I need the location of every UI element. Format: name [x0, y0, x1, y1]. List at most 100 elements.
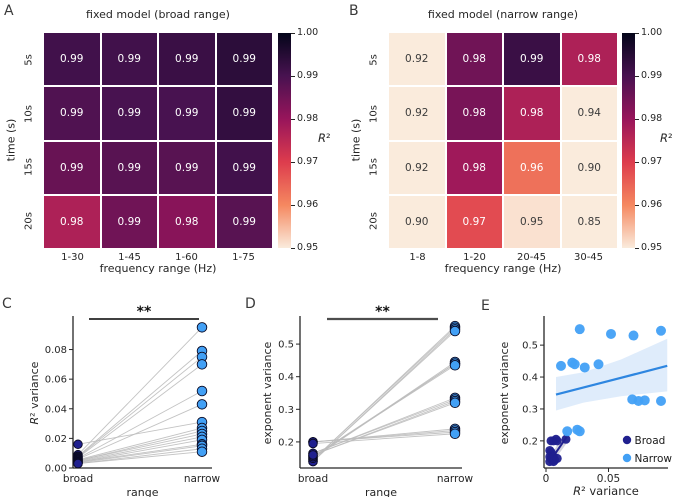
heatmap-cell: 0.92	[389, 33, 445, 86]
heatmap-cell: 0.98	[446, 87, 502, 140]
data-point-narrow	[606, 328, 616, 339]
colorbar-b	[622, 33, 635, 248]
data-point-narrow	[574, 324, 585, 335]
heatmap-cell: 0.99	[216, 141, 272, 194]
pair-line	[77, 356, 203, 458]
panel-a-xlabel: frequency range (Hz)	[99, 262, 217, 275]
legend-label-broad: Broad	[635, 435, 666, 447]
legend-dot-broad	[622, 435, 632, 445]
pair-line	[77, 439, 203, 463]
heatmap-row-label: 15s	[368, 158, 380, 177]
pair-line	[77, 445, 203, 464]
y-tick-label: 0.5	[278, 340, 294, 351]
colorbar-tick-label: 0.99	[297, 70, 319, 81]
panel-b-xlabel: frequency range (Hz)	[444, 262, 562, 275]
panel-letter-d: D	[245, 296, 256, 312]
heatmap-cell: 0.98	[561, 33, 617, 86]
pair-line	[312, 327, 456, 461]
heatmap-cell: 0.99	[216, 195, 272, 248]
pair-line	[312, 399, 456, 454]
math-r: R	[660, 131, 668, 145]
legend-label-narrow: Narrow	[635, 453, 673, 465]
y-tick-label: 0.02	[45, 434, 67, 445]
heatmap-cell: 0.98	[159, 195, 215, 248]
data-point-narrow	[196, 385, 208, 397]
heatmap-cell: 0.99	[159, 141, 215, 194]
y-tick-label: 0.2	[522, 436, 538, 447]
heatmap-cell: 0.99	[159, 87, 215, 140]
legend-dot-narrow	[622, 453, 632, 463]
heatmap-row-label: 10s	[23, 104, 35, 123]
heatmap-cell: 0.99	[216, 33, 272, 86]
data-point-narrow	[196, 446, 208, 457]
colorbar-tick-label: 0.99	[641, 70, 663, 81]
data-point-narrow	[449, 325, 461, 337]
colorbar-tick-label: 0.96	[297, 199, 319, 210]
colorbar-tick-mark	[635, 247, 639, 249]
heatmap-a: 0.99 0.99 0.99 0.99 0.99 0.99 0.99 0.99 0.99 0.99…	[44, 33, 272, 248]
colorbar-a-label: R²	[318, 131, 331, 145]
y-tick-label: 0.08	[45, 345, 67, 356]
pair-line	[312, 402, 456, 456]
math-r: R	[318, 131, 326, 145]
heatmap-row-label: 20s	[368, 212, 380, 231]
panel-letter-b: B	[349, 3, 359, 19]
y-axis-label: R² variance	[28, 361, 41, 424]
y-tick-label: 0.5	[522, 341, 538, 352]
data-point-broad	[308, 438, 318, 449]
pair-line	[77, 403, 203, 460]
colorbar-tick-mark	[291, 75, 295, 77]
panel-letter-c: C	[2, 296, 12, 312]
heatmap-cell: 0.99	[101, 87, 157, 140]
pair-line	[77, 433, 203, 462]
colorbar-tick-mark	[291, 161, 295, 163]
significance-stars: **	[137, 304, 152, 320]
x-tick-label: 0.05	[597, 473, 620, 485]
heatmap-cell: 0.99	[504, 33, 560, 86]
pair-line	[77, 451, 203, 465]
y-tick-label: 0.4	[522, 373, 538, 384]
heatmap-cell: 0.96	[504, 141, 560, 194]
heatmap-cell: 0.99	[44, 87, 100, 140]
y-tick-label: 0.4	[278, 372, 294, 383]
colorbar-tick-label: 0.95	[297, 242, 319, 253]
data-point-narrow	[196, 399, 208, 410]
heatmap-cell: 0.99	[101, 141, 157, 194]
heatmap-cell: 0.85	[561, 195, 617, 248]
data-point-narrow	[569, 359, 580, 370]
panel-a-ylabel: time (s)	[4, 118, 18, 162]
data-point-narrow	[196, 359, 208, 370]
colorbar-tick-mark	[635, 32, 639, 34]
colorbar-tick-label: 0.98	[297, 113, 319, 124]
pair-line	[77, 427, 203, 461]
x-category-label: broad	[63, 473, 93, 485]
y-tick-label: 0.3	[278, 405, 294, 416]
heatmap-cell: 0.95	[504, 195, 560, 248]
colorbar-a	[278, 33, 291, 248]
panel-b-ylabel: time (s)	[349, 118, 363, 162]
heatmap-row-label: 5s	[368, 54, 380, 66]
heatmap-row-label: 15s	[23, 158, 35, 177]
colorbar-tick-mark	[291, 204, 295, 206]
pair-line	[77, 390, 203, 459]
y-axis-label: exponent variance	[498, 341, 511, 444]
x-axis-label: range	[127, 486, 159, 497]
data-point-narrow	[449, 428, 461, 440]
x-tick-label: 0	[543, 473, 550, 485]
pair-line	[312, 433, 456, 444]
y-tick-label: 0.06	[45, 375, 67, 386]
y-tick-label: 0.00	[45, 464, 67, 475]
colorbar-tick-label: 0.97	[297, 156, 319, 167]
heatmap-cell: 0.99	[101, 33, 157, 86]
x-axis-label: range	[365, 486, 397, 497]
pair-line	[77, 448, 203, 465]
heatmap-row-label: 10s	[368, 104, 380, 123]
colorbar-tick-label: 0.95	[641, 242, 663, 253]
colorbar-tick-mark	[291, 118, 295, 120]
heatmap-cell: 0.90	[561, 141, 617, 194]
panel-letter-a: A	[4, 3, 14, 19]
heatmap-cell: 0.98	[446, 33, 502, 86]
data-point-narrow	[593, 359, 604, 370]
heatmap-col-label: 1-30	[61, 252, 84, 263]
